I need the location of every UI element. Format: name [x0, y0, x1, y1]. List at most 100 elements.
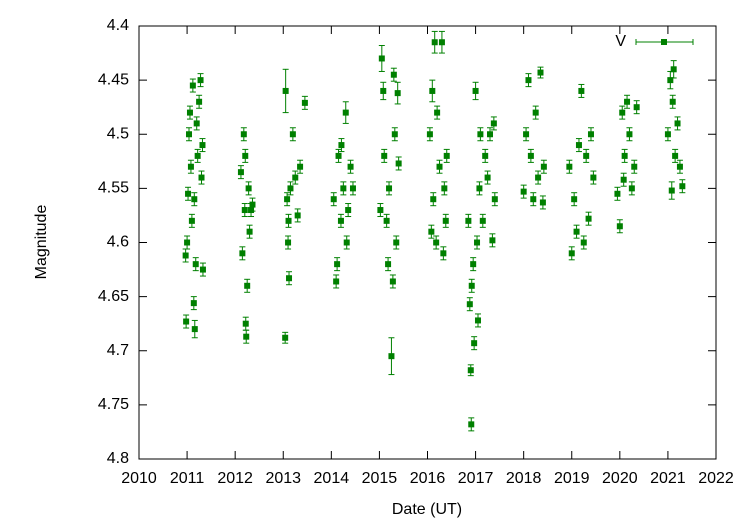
marker	[520, 188, 527, 195]
x-axis-label: Date (UT)	[392, 501, 462, 518]
y-tick-label: 4.8	[107, 450, 129, 467]
y-tick-label: 4.6	[107, 234, 129, 251]
marker	[294, 212, 301, 219]
data-point	[465, 213, 472, 228]
marker	[190, 300, 197, 307]
data-point	[383, 213, 390, 228]
data-point	[388, 337, 395, 376]
data-point	[242, 316, 249, 331]
data-point	[189, 78, 196, 93]
data-point	[566, 159, 573, 174]
data-point	[239, 246, 246, 261]
marker	[242, 320, 249, 327]
marker	[619, 109, 626, 116]
data-point	[343, 235, 350, 250]
marker	[539, 199, 546, 206]
marker	[377, 207, 384, 214]
marker	[442, 217, 449, 224]
data-point	[468, 417, 475, 432]
data-point	[575, 138, 582, 153]
data-point	[466, 297, 473, 312]
marker	[349, 185, 356, 192]
marker	[285, 217, 292, 224]
marker	[334, 261, 341, 268]
marker	[282, 87, 289, 94]
marker	[383, 217, 390, 224]
marker	[621, 152, 628, 159]
marker	[330, 196, 337, 203]
data-point	[193, 116, 200, 131]
data-point	[624, 94, 631, 109]
data-point	[585, 211, 592, 226]
data-point	[474, 235, 481, 250]
data-point	[182, 248, 189, 263]
data-point	[620, 172, 627, 187]
data-point	[294, 208, 301, 223]
data-point	[676, 159, 683, 174]
marker	[527, 152, 534, 159]
marker	[188, 217, 195, 224]
data-point	[340, 181, 347, 196]
y-tick-label: 4.45	[98, 71, 129, 88]
marker	[248, 207, 255, 214]
marker	[244, 282, 251, 289]
marker	[440, 250, 447, 257]
marker	[631, 163, 638, 170]
marker	[664, 131, 671, 138]
marker	[583, 152, 590, 159]
marker	[530, 196, 537, 203]
marker	[287, 185, 294, 192]
marker	[667, 77, 674, 84]
marker	[340, 185, 347, 192]
y-tick-label: 4.5	[107, 125, 129, 142]
x-tick-label: 2014	[314, 470, 350, 487]
data-point	[381, 148, 388, 163]
marker	[380, 87, 387, 94]
x-tick-label: 2022	[698, 470, 734, 487]
x-tick-label: 2012	[217, 470, 253, 487]
data-point	[438, 30, 445, 54]
data-point	[287, 181, 294, 196]
marker	[337, 217, 344, 224]
marker	[474, 239, 481, 246]
marker	[284, 196, 291, 203]
data-point	[393, 235, 400, 250]
data-point	[679, 179, 686, 194]
data-point	[284, 192, 291, 207]
data-point	[433, 235, 440, 250]
data-point	[183, 314, 190, 329]
data-point	[619, 105, 626, 120]
marker	[429, 87, 436, 94]
marker	[237, 169, 244, 176]
data-point	[301, 95, 308, 110]
marker	[289, 131, 296, 138]
x-tick-label: 2010	[121, 470, 157, 487]
marker	[575, 142, 582, 149]
marker	[386, 185, 393, 192]
data-point	[338, 138, 345, 153]
data-point	[246, 224, 253, 239]
marker	[192, 261, 199, 268]
marker	[431, 39, 438, 46]
data-point	[390, 67, 397, 82]
data-point	[482, 148, 489, 163]
data-point	[337, 213, 344, 228]
marker	[183, 318, 190, 325]
data-point	[467, 364, 474, 377]
marker	[434, 109, 441, 116]
marker	[614, 190, 621, 197]
marker	[466, 301, 473, 308]
marker	[292, 174, 299, 181]
data-point	[199, 138, 206, 153]
data-point	[540, 159, 547, 174]
data-point	[242, 148, 249, 163]
plot-frame	[138, 25, 717, 460]
data-point	[431, 30, 438, 54]
y-tick-label: 4.55	[98, 180, 129, 197]
data-point	[244, 278, 251, 293]
x-tick-label: 2011	[170, 470, 205, 487]
data-point	[520, 184, 527, 199]
marker	[489, 237, 496, 244]
marker	[345, 207, 352, 214]
